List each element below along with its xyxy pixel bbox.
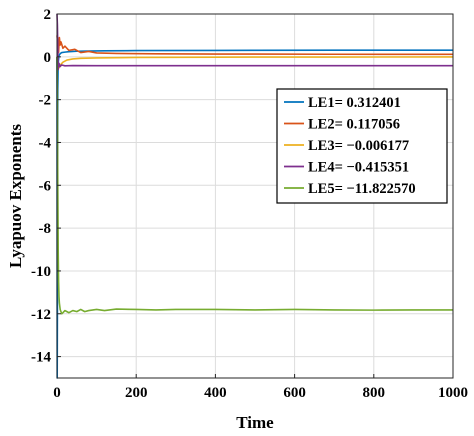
x-tick-label: 800 — [363, 385, 386, 401]
legend-entry: LE1= 0.312401 — [308, 95, 401, 111]
y-tick-label: -14 — [31, 350, 51, 366]
y-tick-label: -4 — [39, 135, 52, 151]
series-lines — [56, 13, 454, 379]
y-axis-label: Lyapuov Exponents — [6, 124, 25, 268]
legend-box — [276, 88, 448, 204]
plot-frame — [56, 13, 454, 379]
y-tick-label: -10 — [31, 264, 51, 280]
y-tick-label: -6 — [39, 178, 52, 194]
y-tick-label: -8 — [39, 221, 52, 237]
x-axis-label: Time — [236, 413, 274, 432]
y-tick-label: -12 — [31, 307, 51, 323]
series-line-le5 — [56, 56, 454, 315]
series-line-le2 — [56, 35, 454, 56]
x-tick-label: 200 — [125, 385, 148, 401]
y-tick-label: -2 — [39, 93, 52, 109]
legend-entry: LE2= 0.117056 — [308, 117, 400, 133]
x-tick-label: 400 — [204, 385, 227, 401]
x-tick-label: 0 — [53, 385, 61, 401]
x-tick-label: 600 — [283, 385, 306, 401]
series-line-le4 — [56, 13, 453, 71]
legend-entry: LE4= −0.415351 — [308, 160, 409, 176]
legend-entry: LE3= −0.006177 — [308, 138, 409, 154]
legend-entry: LE5= −11.822570 — [308, 181, 416, 197]
x-tick-label: 1000 — [438, 385, 468, 401]
axis-ticks: 0 200 400 600 800 1000 2 0 -2 -4 -6 -8 -10 -12 -14 — [31, 7, 468, 401]
y-tick-label: 0 — [44, 50, 52, 66]
y-tick-label: 2 — [44, 7, 52, 23]
legend: LE1= 0.312401 LE2= 0.117056 LE3= −0.006177… — [276, 88, 448, 204]
